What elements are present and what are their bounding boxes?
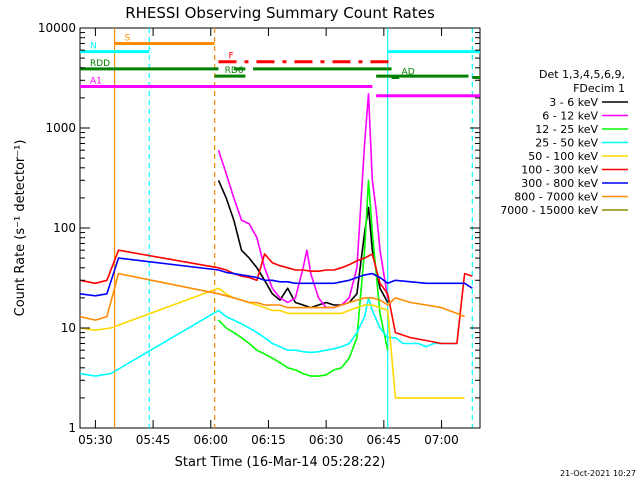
x-axis-label: Start Time (16-Mar-14 05:28:22) (175, 455, 386, 470)
flag-label: A1 (90, 77, 102, 87)
legend-entry-label: 3 - 6 keV (549, 96, 598, 109)
flag-label: RDD (90, 59, 110, 69)
legend-entry-label: 7000 - 15000 keV (500, 204, 598, 217)
x-tick-label: 06:15 (251, 433, 286, 447)
series-line-7 (79, 257, 473, 297)
y-tick-label: 1 (68, 421, 76, 435)
x-axis-ticks: 05:30 05:45 06:00 06:15 06:30 06:45 07:00 (78, 28, 459, 447)
flag-label: AD (402, 67, 415, 77)
footer-timestamp: 21-Oct-2021 10:27 (560, 469, 636, 478)
y-axis-ticks: 1 10 100 1000 10000 (38, 21, 480, 435)
y-tick-label: 10 (61, 321, 76, 335)
x-tick-label: 05:30 (78, 433, 113, 447)
legend-entry-label: 800 - 7000 keV (514, 191, 598, 204)
y-axis-label: Count Rate (s⁻¹ detector⁻¹) (13, 140, 28, 317)
legend-header-line: Det 1,3,4,5,6,9, (539, 68, 625, 81)
x-tick-label: 06:30 (309, 433, 344, 447)
legend-entry-label: 50 - 100 keV (528, 150, 598, 163)
series-line-4 (79, 297, 457, 377)
status-flags: S N F RDD RD6 AD A1 (80, 33, 480, 98)
x-tick-label: 05:45 (136, 433, 171, 447)
y-tick-label: 1000 (45, 121, 76, 135)
legend-entry-label: 300 - 800 keV (521, 177, 598, 190)
legend-header-line: FDecim 1 (573, 82, 625, 95)
series-lines (79, 93, 473, 399)
flag-label: N (90, 42, 97, 52)
legend-entry-label: 100 - 300 keV (521, 164, 598, 177)
legend-entry-label: 25 - 50 keV (535, 137, 598, 150)
series-line-6 (79, 249, 473, 345)
x-tick-label: 07:00 (424, 433, 459, 447)
flag-label: F (228, 52, 233, 62)
legend-entry-label: 12 - 25 keV (535, 123, 598, 136)
series-line-3 (217, 179, 389, 377)
y-tick-label: 10000 (38, 21, 76, 35)
x-tick-label: 06:45 (367, 433, 402, 447)
legend-entry-label: 6 - 12 keV (542, 110, 598, 123)
flag-label: RD6 (225, 66, 244, 76)
chart-title: RHESSI Observing Summary Count Rates (125, 4, 435, 22)
series-line-8 (79, 272, 465, 321)
series-line-1 (217, 179, 389, 309)
series-line-5 (79, 287, 465, 399)
y-tick-label: 100 (53, 221, 76, 235)
flag-label: S (125, 33, 131, 43)
x-tick-label: 06:00 (193, 433, 228, 447)
series-line-2 (217, 93, 389, 309)
